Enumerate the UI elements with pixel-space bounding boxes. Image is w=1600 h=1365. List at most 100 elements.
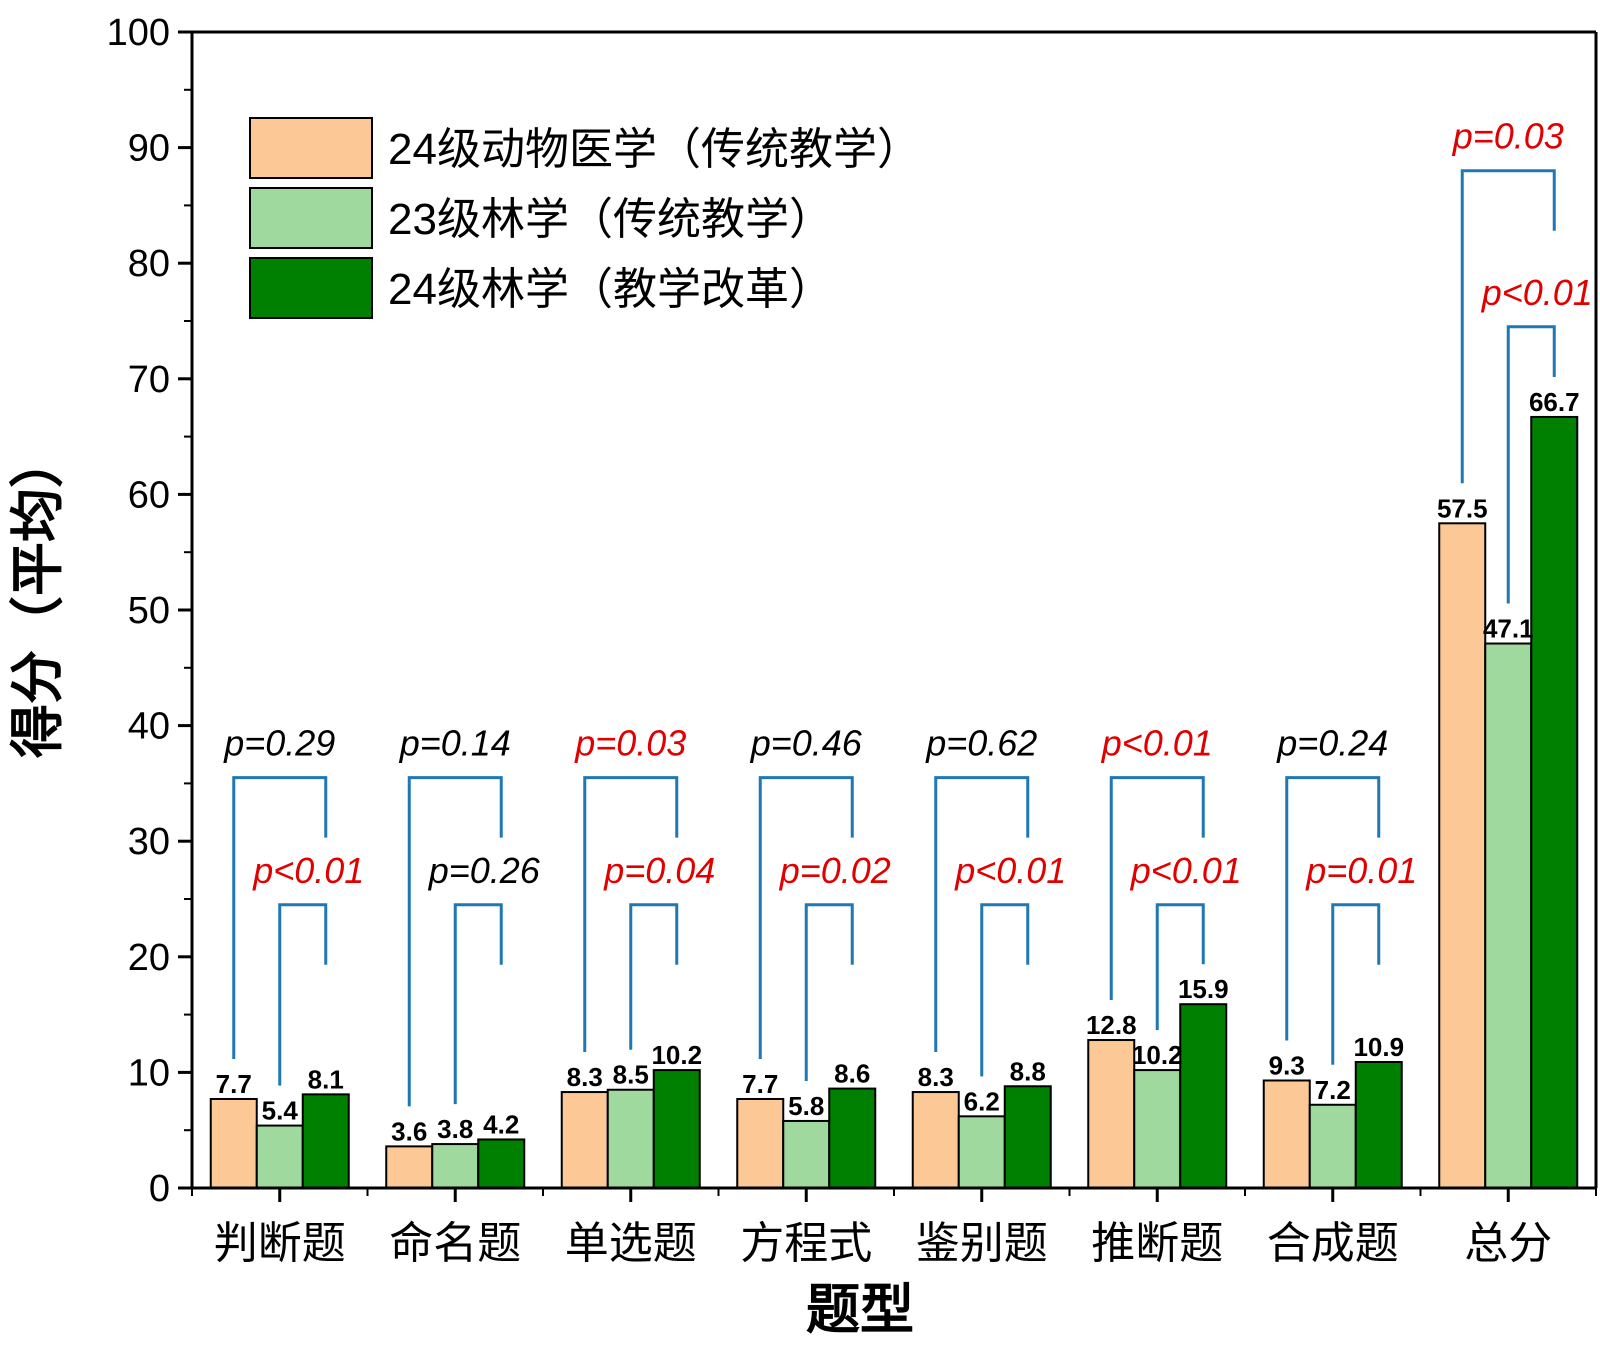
data-label-鉴别题-2: 8.8 [1010, 1056, 1046, 1086]
data-label-鉴别题-0: 8.3 [918, 1062, 954, 1092]
bar-判断题-series-1 [255, 1124, 304, 1190]
bar-推断题-series-2 [1179, 1003, 1228, 1189]
y-tick-label: 90 [128, 128, 170, 170]
y-tick-label: 100 [107, 12, 170, 54]
p-value-inner-推断题: p<0.01 [1130, 850, 1242, 891]
data-label-方程式-2: 8.6 [834, 1059, 870, 1089]
x-tick-label-命名题: 命名题 [389, 1219, 521, 1268]
p-value-outer-方程式: p=0.46 [750, 723, 863, 764]
data-label-单选题-0: 8.3 [567, 1062, 603, 1092]
bracket-inner-命名题 [453, 903, 503, 1105]
data-label-推断题-1: 10.2 [1132, 1040, 1183, 1070]
bar-单选题-series-0 [560, 1091, 609, 1189]
bar-合成题-series-2 [1354, 1060, 1403, 1189]
data-label-判断题-2: 8.1 [308, 1064, 344, 1094]
bar-总分-series-0 [1438, 522, 1487, 1189]
data-label-合成题-1: 7.2 [1315, 1075, 1351, 1105]
bar-推断题-series-0 [1087, 1039, 1136, 1189]
bars [209, 415, 1579, 1190]
data-label-方程式-0: 7.7 [742, 1069, 778, 1099]
x-tick-label-判断题: 判断题 [214, 1219, 346, 1268]
data-label-总分-2: 66.7 [1529, 387, 1580, 417]
y-tick-label: 70 [128, 359, 170, 401]
y-tick-label: 30 [128, 821, 170, 863]
x-tick-label-推断题: 推断题 [1091, 1219, 1223, 1268]
bar-方程式-series-0 [736, 1097, 785, 1190]
bar-鉴别题-series-1 [957, 1115, 1006, 1189]
data-label-推断题-2: 15.9 [1178, 974, 1229, 1004]
data-label-命名题-2: 4.2 [483, 1109, 519, 1139]
bar-命名题-series-1 [431, 1143, 480, 1190]
bracket-inner-总分 [1506, 325, 1556, 604]
p-value-inner-方程式: p=0.02 [779, 850, 891, 891]
bar-判断题-series-2 [301, 1093, 350, 1190]
bar-鉴别题-series-2 [1003, 1085, 1052, 1189]
data-label-命名题-1: 3.8 [437, 1114, 473, 1144]
bracket-outer-推断题 [1109, 776, 1205, 1001]
bar-推断题-series-1 [1133, 1069, 1182, 1190]
data-label-鉴别题-1: 6.2 [964, 1086, 1000, 1116]
bracket-outer-合成题 [1285, 776, 1381, 1041]
bar-单选题-series-1 [606, 1088, 655, 1189]
y-tick-label: 0 [149, 1168, 170, 1210]
bracket-outer-命名题 [407, 776, 503, 1107]
bar-命名题-series-2 [477, 1138, 526, 1189]
bar-方程式-series-2 [828, 1087, 877, 1189]
bar-单选题-series-2 [652, 1069, 701, 1190]
legend-swatch-1 [249, 187, 373, 249]
bracket-inner-鉴别题 [980, 903, 1030, 1077]
data-label-总分-1: 47.1 [1483, 614, 1534, 644]
data-label-合成题-2: 10.9 [1353, 1032, 1404, 1062]
data-label-单选题-2: 10.2 [651, 1040, 702, 1070]
legend: 24级动物医学（传统教学） 23级林学（传统教学） 24级林学（教学改革） [249, 117, 921, 319]
x-tick-label-合成题: 合成题 [1267, 1219, 1399, 1268]
x-tick-label-总分: 总分 [1464, 1219, 1552, 1268]
bar-合成题-series-1 [1308, 1103, 1357, 1189]
data-label-总分-0: 57.5 [1437, 493, 1488, 523]
bar-命名题-series-0 [385, 1145, 434, 1190]
p-value-inner-命名题: p=0.26 [428, 850, 541, 891]
data-labels: 7.75.48.13.6 3.8 4.28.3 8.510.27.75.88.6 8.3… [216, 387, 1580, 1146]
data-label-判断题-1: 5.4 [262, 1096, 299, 1126]
bracket-inner-判断题 [278, 903, 328, 1086]
legend-label-0: 24级动物医学（传统教学） [388, 125, 921, 174]
bracket-outer-总分 [1460, 169, 1556, 484]
bracket-outer-单选题 [583, 776, 679, 1053]
bar-鉴别题-series-0 [911, 1091, 960, 1189]
x-tick-label-单选题: 单选题 [565, 1219, 697, 1268]
bracket-inner-合成题 [1331, 903, 1381, 1065]
x-tick-label-鉴别题: 鉴别题 [916, 1219, 1048, 1268]
p-value-outer-命名题: p=0.14 [399, 723, 511, 764]
p-value-outer-判断题: p=0.29 [223, 723, 335, 764]
p-value-outer-鉴别题: p=0.62 [925, 723, 1037, 764]
bar-总分-series-2 [1530, 415, 1579, 1189]
bracket-outer-方程式 [758, 776, 854, 1059]
p-value-outer-合成题: p=0.24 [1276, 723, 1388, 764]
data-label-判断题-0: 7.7 [216, 1069, 252, 1099]
bracket-inner-方程式 [804, 903, 854, 1081]
bracket-outer-判断题 [232, 776, 328, 1059]
bracket-outer-鉴别题 [934, 776, 1030, 1053]
axes: 0 10 20 30 40 50 60 70 80 90 100 判断题 命名题 单选题 方程式 鉴别题 推断题… [107, 12, 1598, 1268]
p-value-inner-鉴别题: p<0.01 [954, 850, 1066, 891]
bracket-inner-推断题 [1155, 903, 1205, 1031]
p-value-outer-总分: p=0.03 [1452, 116, 1564, 157]
y-axis-title: 得分（平均） [8, 434, 68, 758]
x-tick-label-方程式: 方程式 [740, 1219, 872, 1268]
legend-label-2: 24级林学（教学改革） [388, 265, 833, 314]
p-value-outer-单选题: p=0.03 [574, 723, 686, 764]
y-tick-label: 80 [128, 243, 170, 285]
bracket-inner-单选题 [629, 903, 679, 1050]
y-tick-label: 10 [128, 1052, 170, 1094]
legend-swatch-2 [249, 257, 373, 319]
legend-swatch-0 [249, 117, 373, 179]
y-tick-label: 20 [128, 937, 170, 979]
data-label-方程式-1: 5.8 [788, 1091, 824, 1121]
y-tick-label: 60 [128, 474, 170, 516]
p-value-inner-判断题: p<0.01 [252, 850, 364, 891]
legend-label-1: 23级林学（传统教学） [388, 195, 833, 244]
data-label-单选题-1: 8.5 [613, 1060, 649, 1090]
bar-合成题-series-0 [1262, 1079, 1311, 1189]
